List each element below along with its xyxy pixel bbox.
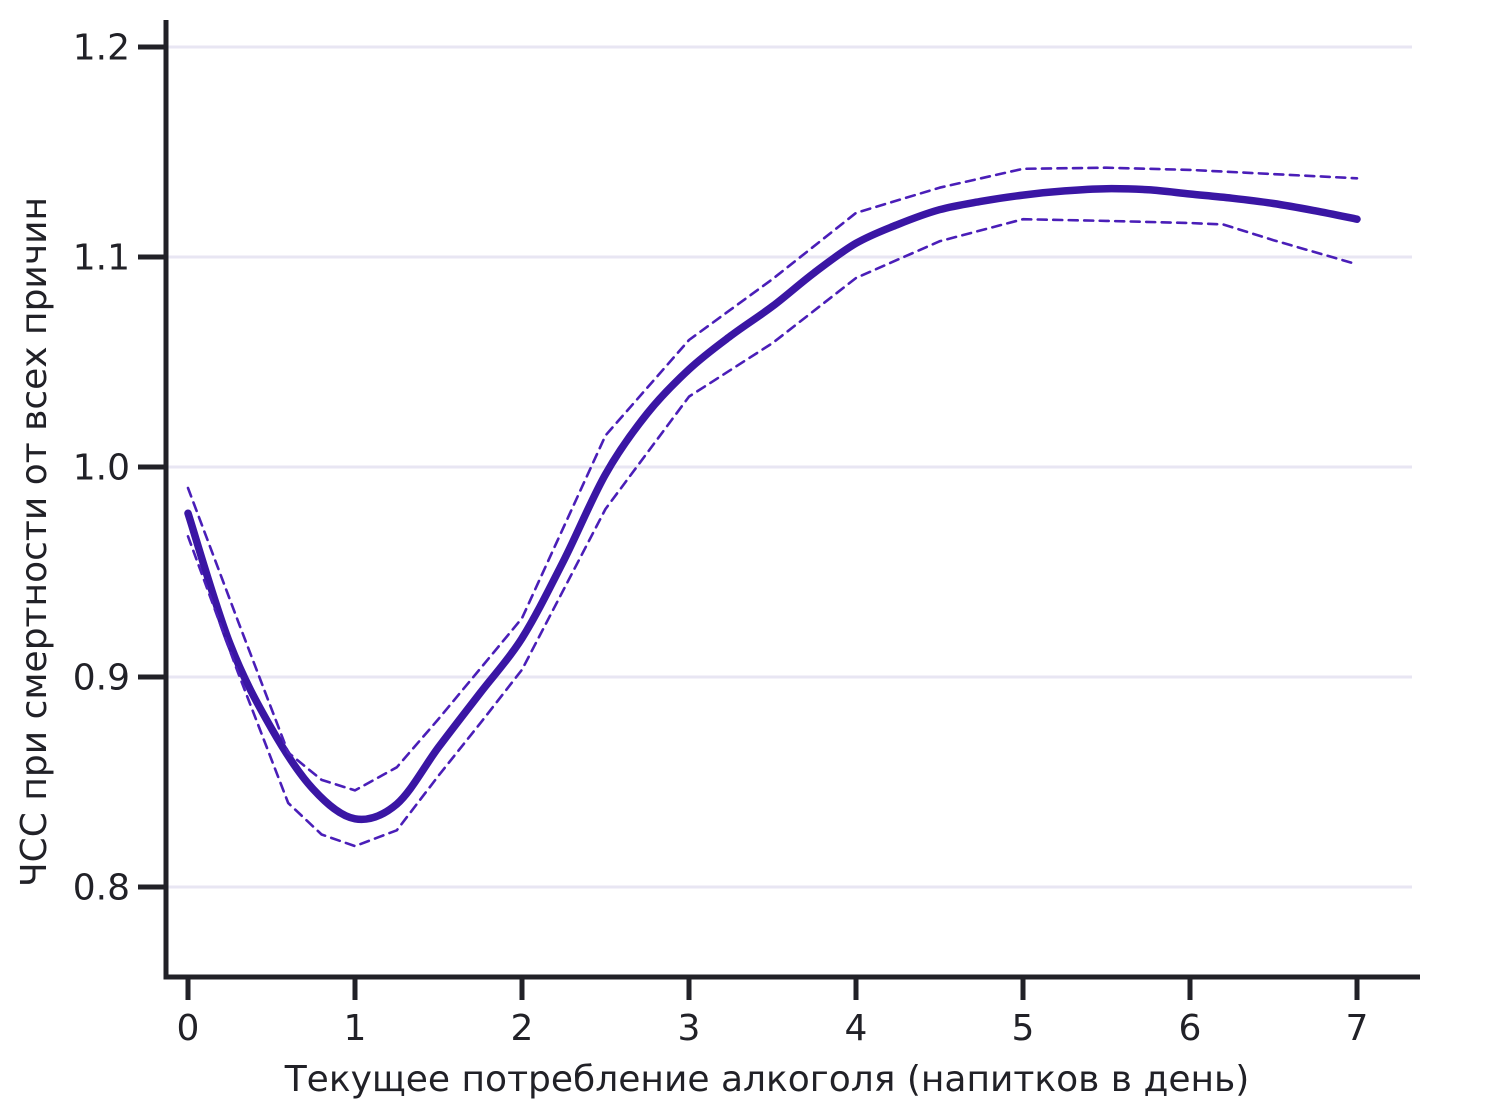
tick-marks xyxy=(138,44,1360,1000)
axis-spine-path xyxy=(163,20,1420,980)
y-tick-label: 1.0 xyxy=(73,448,130,489)
x-tick-label: 2 xyxy=(511,1008,534,1049)
ci-upper-line xyxy=(186,166,1359,792)
x-tick-label: 6 xyxy=(1179,1008,1202,1049)
tick-labels: 0.8 0.9 1.0 1.1 1.2 0 1 2 3 4 5 6 7 xyxy=(73,28,1369,1049)
axis-spines xyxy=(163,20,1420,980)
y-tick-label: 0.9 xyxy=(73,658,130,699)
y-axis-title: ЧСС при смертности от всех причин xyxy=(14,197,55,887)
gridlines xyxy=(168,45,1412,889)
x-tick-label: 4 xyxy=(845,1008,868,1049)
series-lines xyxy=(184,166,1361,848)
estimate-line xyxy=(184,184,1361,824)
x-tick-label: 7 xyxy=(1346,1008,1369,1049)
x-tick-label: 0 xyxy=(177,1008,200,1049)
x-axis-title: Текущее потребление алкоголя (напитков в… xyxy=(284,1059,1250,1100)
y-tick-label: 1.1 xyxy=(73,238,130,279)
x-tick-label: 3 xyxy=(678,1008,701,1049)
ci-lower-line xyxy=(186,217,1359,848)
x-tick-label: 5 xyxy=(1012,1008,1035,1049)
x-tick-label: 1 xyxy=(344,1008,367,1049)
y-tick-label: 1.2 xyxy=(73,28,130,69)
y-tick-label: 0.8 xyxy=(73,868,130,909)
